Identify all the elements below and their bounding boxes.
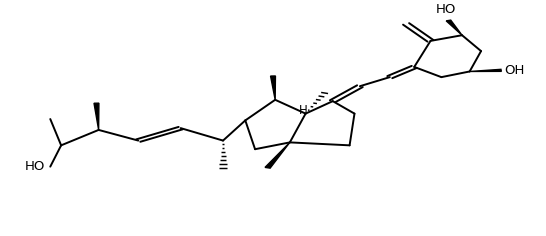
Polygon shape [265,142,290,168]
Polygon shape [446,20,462,35]
Text: HO: HO [25,160,45,173]
Text: OH: OH [504,64,524,77]
Polygon shape [94,103,99,130]
Text: HO: HO [436,3,456,16]
Polygon shape [271,76,275,100]
Text: H: H [299,104,308,117]
Polygon shape [470,69,501,72]
